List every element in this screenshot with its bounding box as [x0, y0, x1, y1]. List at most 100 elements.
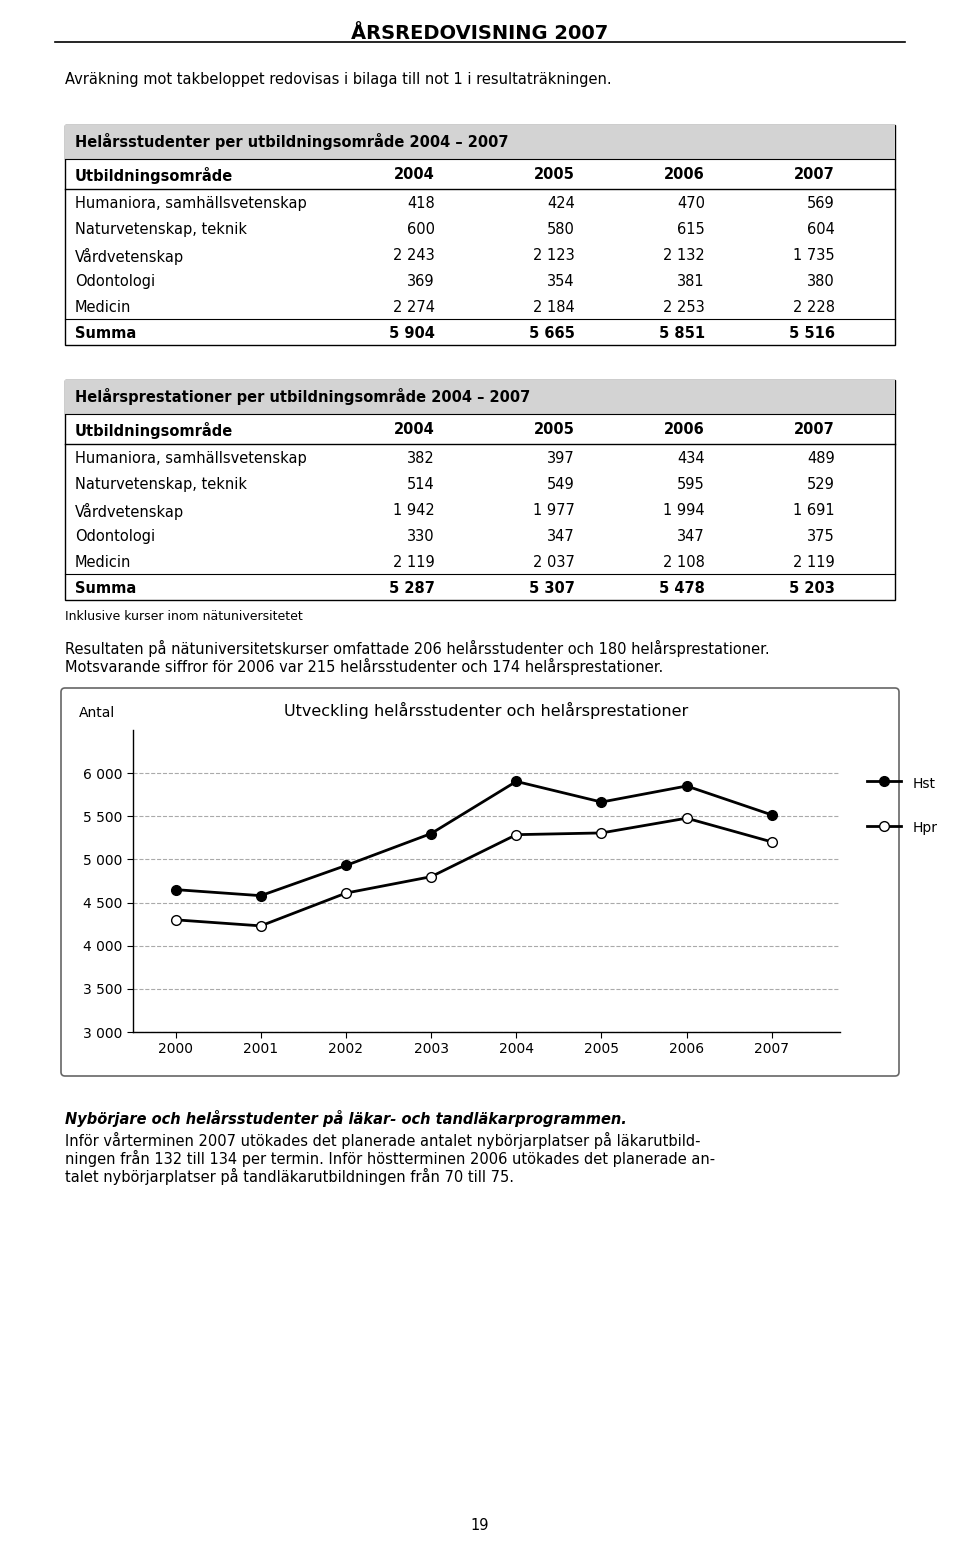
Hpr [340, 883, 351, 902]
Hpr [596, 823, 608, 841]
Text: Odontologi: Odontologi [75, 530, 156, 543]
Text: Humaniora, samhällsvetenskap: Humaniora, samhällsvetenskap [75, 451, 307, 466]
Text: 397: 397 [547, 451, 575, 466]
Line: Hpr: Hpr [171, 814, 777, 931]
Hst [766, 806, 778, 824]
Text: 354: 354 [547, 273, 575, 289]
Hpr [425, 868, 437, 886]
Text: 595: 595 [677, 477, 705, 493]
Text: 2 253: 2 253 [663, 300, 705, 315]
Text: 2007: 2007 [794, 422, 835, 437]
Hst [170, 880, 181, 899]
Text: 2 243: 2 243 [394, 249, 435, 262]
Text: 2 184: 2 184 [533, 300, 575, 315]
Text: 1 691: 1 691 [793, 503, 835, 517]
Text: 2 123: 2 123 [533, 249, 575, 262]
Hpr [681, 809, 692, 828]
Text: 615: 615 [677, 222, 705, 236]
Hst [340, 857, 351, 875]
Text: 1 735: 1 735 [793, 249, 835, 262]
Text: 330: 330 [407, 530, 435, 543]
Text: Helårsprestationer per utbildningsområde 2004 – 2007: Helårsprestationer per utbildningsområde… [75, 388, 530, 405]
Text: 5 287: 5 287 [389, 581, 435, 596]
Text: Naturvetenskap, teknik: Naturvetenskap, teknik [75, 222, 247, 236]
Legend: Hst, Hpr: Hst, Hpr [861, 769, 943, 841]
Text: 2 274: 2 274 [393, 300, 435, 315]
Bar [65, 125, 895, 344]
Text: 2004: 2004 [395, 422, 435, 437]
Text: 2 119: 2 119 [793, 554, 835, 570]
Text: 369: 369 [407, 273, 435, 289]
Text: 5 478: 5 478 [660, 581, 705, 596]
Text: Antal: Antal [79, 706, 115, 720]
Text: 418: 418 [407, 196, 435, 212]
Title: Utveckling helårsstudenter och helårsprestationer: Utveckling helårsstudenter och helårspre… [284, 703, 688, 720]
Text: 5 516: 5 516 [789, 326, 835, 341]
Text: 549: 549 [547, 477, 575, 493]
Text: 1 942: 1 942 [394, 503, 435, 517]
Text: 2005: 2005 [534, 422, 575, 437]
Text: 424: 424 [547, 196, 575, 212]
Text: 2 037: 2 037 [533, 554, 575, 570]
Text: Medicin: Medicin [75, 554, 132, 570]
Text: talet nybörjarplatser på tandläkarutbildningen från 70 till 75.: talet nybörjarplatser på tandläkarutbild… [65, 1167, 514, 1184]
Text: ÅRSREDOVISNING 2007: ÅRSREDOVISNING 2007 [351, 25, 609, 43]
Hpr [255, 917, 267, 936]
Text: Summa: Summa [75, 581, 136, 596]
Hst [511, 772, 522, 791]
Hpr [170, 911, 181, 929]
Text: 2 228: 2 228 [793, 300, 835, 315]
Text: 600: 600 [407, 222, 435, 236]
Text: Motsvarande siffror för 2006 var 215 helårsstudenter och 174 helårsprestationer.: Motsvarande siffror för 2006 var 215 hel… [65, 658, 663, 675]
Text: Naturvetenskap, teknik: Naturvetenskap, teknik [75, 477, 247, 493]
Text: Avräkning mot takbeloppet redovisas i bilaga till not 1 i resultaträkningen.: Avräkning mot takbeloppet redovisas i bi… [65, 73, 612, 86]
Text: ningen från 132 till 134 per termin. Inför höstterminen 2006 utökades det planer: ningen från 132 till 134 per termin. Inf… [65, 1150, 715, 1167]
Text: Inför vårterminen 2007 utökades det planerade antalet nybörjarplatser på läkarut: Inför vårterminen 2007 utökades det plan… [65, 1132, 701, 1149]
Bar [65, 380, 895, 601]
FancyBboxPatch shape [61, 689, 899, 1076]
Text: 2006: 2006 [664, 167, 705, 182]
Text: 5 203: 5 203 [789, 581, 835, 596]
Text: Nybörjare och helårsstudenter på läkar- och tandläkarprogrammen.: Nybörjare och helårsstudenter på läkar- … [65, 1110, 627, 1127]
Text: Summa: Summa [75, 326, 136, 341]
Text: 2 119: 2 119 [394, 554, 435, 570]
Text: 2 132: 2 132 [663, 249, 705, 262]
Text: 569: 569 [807, 196, 835, 212]
Hst [425, 824, 437, 843]
Text: Helårsstudenter per utbildningsområde 2004 – 2007: Helårsstudenter per utbildningsområde 20… [75, 133, 509, 150]
Hpr [766, 832, 778, 851]
Text: Odontologi: Odontologi [75, 273, 156, 289]
Text: 580: 580 [547, 222, 575, 236]
Text: Utbildningsområde: Utbildningsområde [75, 167, 233, 184]
Text: 381: 381 [678, 273, 705, 289]
Text: 1 994: 1 994 [663, 503, 705, 517]
Text: 514: 514 [407, 477, 435, 493]
Text: 19: 19 [470, 1518, 490, 1533]
Bar [65, 125, 895, 159]
Text: 382: 382 [407, 451, 435, 466]
Text: 2 108: 2 108 [663, 554, 705, 570]
Text: Humaniora, samhällsvetenskap: Humaniora, samhällsvetenskap [75, 196, 307, 212]
Bar [65, 380, 895, 414]
Text: 529: 529 [807, 477, 835, 493]
Text: 470: 470 [677, 196, 705, 212]
Text: 1 977: 1 977 [533, 503, 575, 517]
Hst [255, 886, 267, 905]
Text: Medicin: Medicin [75, 300, 132, 315]
Text: 375: 375 [807, 530, 835, 543]
Text: 434: 434 [678, 451, 705, 466]
Text: 5 851: 5 851 [659, 326, 705, 341]
Text: 2004: 2004 [395, 167, 435, 182]
Hpr [511, 826, 522, 845]
Hst [596, 792, 608, 811]
Text: Vårdvetenskap: Vårdvetenskap [75, 503, 184, 520]
Text: 489: 489 [807, 451, 835, 466]
Text: 347: 347 [547, 530, 575, 543]
Hst [681, 777, 692, 795]
Text: 2007: 2007 [794, 167, 835, 182]
Text: Vårdvetenskap: Vårdvetenskap [75, 249, 184, 266]
Text: 380: 380 [807, 273, 835, 289]
Text: 347: 347 [677, 530, 705, 543]
Text: 2006: 2006 [664, 422, 705, 437]
Text: Utbildningsområde: Utbildningsområde [75, 422, 233, 438]
